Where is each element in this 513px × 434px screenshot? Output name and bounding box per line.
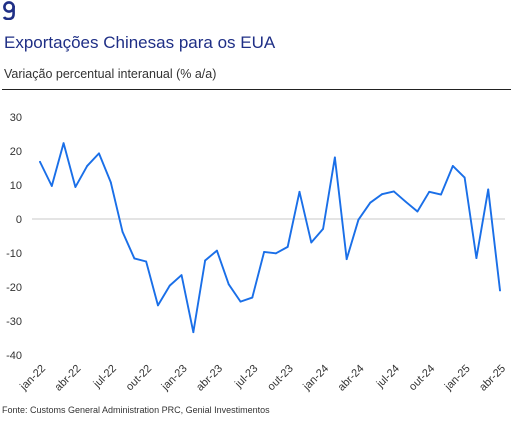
data-point: [133, 257, 136, 260]
data-point: [86, 165, 89, 167]
x-tick-label: abr-24: [336, 363, 367, 394]
data-point: [157, 304, 159, 307]
data-point: [74, 186, 77, 188]
y-tick-label: -40: [6, 350, 22, 362]
plot-area: [32, 142, 505, 334]
x-tick-label: out-22: [124, 363, 155, 394]
data-point: [298, 190, 301, 193]
y-tick-label: 10: [10, 180, 22, 192]
genial-logo-icon: [2, 1, 15, 20]
data-point: [192, 331, 195, 334]
data-point: [62, 142, 65, 145]
series-line: [39, 142, 501, 334]
data-point: [274, 252, 277, 255]
y-tick-label: -10: [6, 248, 22, 260]
data-point: [499, 289, 501, 292]
data-point: [487, 188, 490, 191]
data-point: [263, 251, 266, 253]
data-point: [440, 193, 442, 196]
data-point: [204, 259, 207, 262]
x-tick-label: out-24: [407, 363, 438, 394]
data-point: [251, 296, 254, 299]
data-point: [121, 231, 124, 233]
data-point: [381, 193, 383, 196]
data-point: [109, 181, 112, 184]
x-tick-label: jul-22: [91, 363, 119, 391]
data-point: [98, 152, 100, 155]
y-tick-label: 0: [16, 214, 22, 226]
x-tick-label: jan-25: [442, 363, 473, 394]
data-point: [310, 241, 313, 244]
data-point: [180, 274, 183, 276]
x-tick-label: jan-23: [159, 363, 190, 394]
y-tick-label: 20: [10, 146, 22, 158]
x-tick-label: out-23: [265, 363, 296, 394]
data-point: [145, 260, 148, 263]
data-point: [451, 165, 454, 167]
x-tick-label: jul-24: [374, 363, 402, 391]
x-tick-label: abr-25: [477, 363, 508, 394]
x-tick-label: abr-23: [194, 363, 225, 394]
data-point: [333, 156, 336, 159]
chart-title: Exportações Chinesas para os EUA: [4, 33, 276, 52]
y-axis: 30 20 10 0 -10 -20 -30 -40: [6, 112, 22, 362]
header-divider: [2, 89, 511, 90]
data-point: [392, 190, 395, 193]
data-point: [345, 258, 348, 261]
x-axis: jan-22 abr-22 jul-22 out-22 jan-23 abr-23 jul-…: [17, 363, 508, 394]
data-point: [475, 257, 478, 259]
data-point: [428, 190, 431, 193]
data-point: [404, 200, 407, 203]
y-tick-label: -30: [6, 316, 22, 328]
data-point: [322, 227, 324, 230]
data-point: [369, 201, 372, 204]
data-point: [216, 249, 218, 252]
data-point: [227, 283, 230, 286]
data-point: [39, 160, 41, 163]
x-tick-label: jul-23: [232, 363, 260, 391]
y-tick-label: 30: [10, 112, 22, 124]
data-point: [50, 185, 53, 187]
data-point: [239, 300, 242, 303]
data-point: [416, 210, 419, 213]
data-point: [463, 176, 466, 179]
data-point: [168, 284, 171, 287]
data-point: [286, 245, 289, 248]
source-note: Fonte: Customs General Administration PR…: [2, 405, 270, 415]
x-tick-label: abr-22: [53, 363, 84, 394]
y-tick-label: -20: [6, 282, 22, 294]
x-tick-label: jan-24: [300, 363, 331, 394]
x-tick-label: jan-22: [17, 363, 48, 394]
chart-subtitle: Variação percentual interanual (% a/a): [4, 67, 217, 81]
data-point: [357, 218, 360, 221]
